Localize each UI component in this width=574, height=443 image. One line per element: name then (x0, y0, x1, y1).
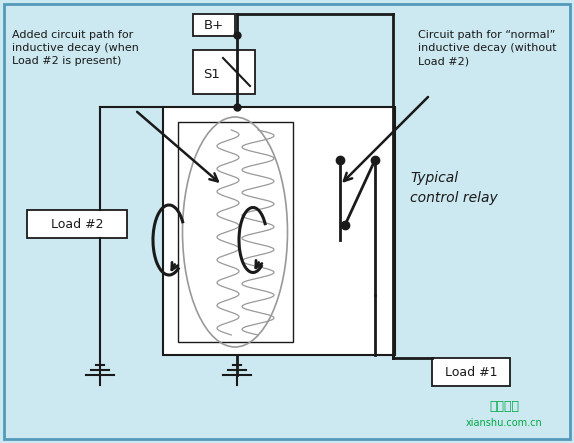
Bar (193, 14, 235, 36)
Text: S1: S1 (203, 67, 220, 81)
Bar (432, 358, 510, 386)
Text: Added circuit path for
inductive decay (when
Load #2 is present): Added circuit path for inductive decay (… (12, 30, 139, 66)
Bar (27, 210, 127, 238)
Text: 线束未来: 线束未来 (489, 400, 519, 413)
Text: Typical
control relay: Typical control relay (410, 171, 498, 205)
Text: Load #1: Load #1 (445, 365, 497, 378)
Text: Circuit path for “normal”
inductive decay (without
Load #2): Circuit path for “normal” inductive deca… (418, 30, 557, 66)
Bar (178, 122, 293, 342)
Text: xianshu.com.cn: xianshu.com.cn (466, 418, 542, 428)
Bar (193, 50, 255, 94)
Text: Load #2: Load #2 (51, 218, 103, 230)
Text: B+: B+ (204, 19, 224, 31)
Bar (163, 107, 395, 355)
